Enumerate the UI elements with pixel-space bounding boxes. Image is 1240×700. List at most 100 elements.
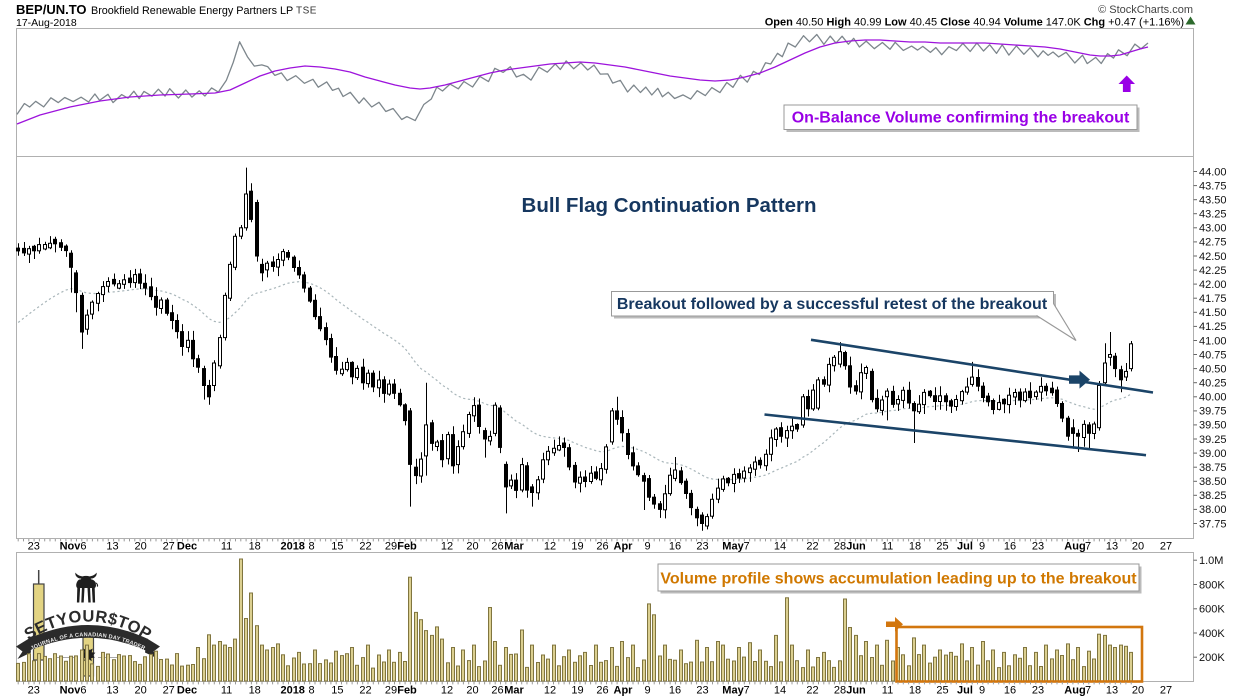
svg-text:28: 28 (834, 685, 846, 697)
svg-text:Jun: Jun (846, 541, 866, 553)
svg-text:7: 7 (743, 541, 749, 553)
svg-text:Breakout followed by a success: Breakout followed by a successful retest… (617, 296, 1048, 313)
svg-text:26: 26 (596, 541, 608, 553)
svg-text:42.25: 42.25 (1199, 265, 1227, 277)
svg-text:7: 7 (1085, 685, 1091, 697)
svg-text:27: 27 (163, 685, 175, 697)
svg-text:9: 9 (979, 541, 985, 553)
svg-text:38.00: 38.00 (1199, 504, 1227, 516)
svg-text:26: 26 (596, 685, 608, 697)
svg-text:23: 23 (696, 541, 708, 553)
svg-text:18: 18 (909, 685, 921, 697)
svg-text:Brookfield Renewable Energy Pa: Brookfield Renewable Energy Partners LP (91, 5, 293, 17)
svg-text:22: 22 (806, 541, 818, 553)
svg-text:43.50: 43.50 (1199, 195, 1227, 207)
svg-text:41.25: 41.25 (1199, 321, 1227, 333)
svg-text:Bull Flag Continuation Pattern: Bull Flag Continuation Pattern (522, 194, 817, 217)
svg-text:23: 23 (696, 685, 708, 697)
svg-text:26: 26 (491, 685, 503, 697)
svg-text:25: 25 (936, 685, 948, 697)
svg-text:6: 6 (80, 685, 86, 697)
svg-text:28: 28 (834, 541, 846, 553)
svg-text:Dec: Dec (177, 685, 197, 697)
svg-text:18: 18 (249, 541, 261, 553)
svg-text:11: 11 (882, 685, 893, 697)
svg-text:39.25: 39.25 (1199, 434, 1227, 446)
svg-text:Feb: Feb (397, 541, 417, 553)
svg-text:18: 18 (249, 685, 261, 697)
svg-text:43.75: 43.75 (1199, 180, 1227, 192)
svg-text:Feb: Feb (397, 685, 417, 697)
svg-text:13: 13 (106, 541, 118, 553)
svg-text:20: 20 (134, 685, 146, 697)
svg-text:12: 12 (441, 541, 453, 553)
svg-text:40.25: 40.25 (1199, 378, 1227, 390)
svg-text:Jul: Jul (957, 541, 973, 553)
svg-text:15: 15 (331, 541, 343, 553)
svg-text:14: 14 (774, 685, 786, 697)
svg-text:9: 9 (644, 685, 650, 697)
svg-text:41.50: 41.50 (1199, 307, 1227, 319)
svg-text:600K: 600K (1199, 604, 1225, 616)
svg-text:29: 29 (385, 541, 397, 553)
svg-text:2018: 2018 (280, 541, 304, 553)
svg-text:22: 22 (359, 541, 371, 553)
svg-text:38.75: 38.75 (1199, 462, 1227, 474)
svg-text:43.00: 43.00 (1199, 223, 1227, 235)
svg-text:25: 25 (936, 541, 948, 553)
svg-text:29: 29 (385, 685, 397, 697)
svg-text:6: 6 (80, 541, 86, 553)
svg-text:23: 23 (28, 541, 40, 553)
svg-text:1.0M: 1.0M (1199, 555, 1223, 567)
svg-text:May: May (722, 685, 744, 697)
svg-text:Jul: Jul (957, 685, 973, 697)
svg-text:42.50: 42.50 (1199, 251, 1227, 263)
svg-text:19: 19 (571, 541, 583, 553)
svg-text:8: 8 (309, 541, 315, 553)
svg-text:© StockCharts.com: © StockCharts.com (1098, 4, 1193, 16)
svg-text:27: 27 (1160, 541, 1172, 553)
svg-text:20: 20 (466, 685, 478, 697)
svg-text:16: 16 (669, 685, 681, 697)
svg-text:43.25: 43.25 (1199, 209, 1227, 221)
svg-text:7: 7 (1085, 541, 1091, 553)
svg-text:16: 16 (1004, 685, 1016, 697)
svg-text:23: 23 (1032, 685, 1044, 697)
svg-text:13: 13 (1106, 685, 1118, 697)
svg-text:Jun: Jun (846, 685, 866, 697)
svg-text:9: 9 (644, 541, 650, 553)
svg-text:Nov: Nov (60, 541, 82, 553)
svg-text:11: 11 (221, 685, 232, 697)
svg-text:BEP/UN.TO: BEP/UN.TO (16, 2, 87, 17)
svg-text:42.75: 42.75 (1199, 237, 1227, 249)
svg-text:7: 7 (743, 685, 749, 697)
svg-text:39.00: 39.00 (1199, 448, 1227, 460)
svg-text:38.50: 38.50 (1199, 476, 1227, 488)
svg-text:26: 26 (491, 541, 503, 553)
svg-text:42.00: 42.00 (1199, 279, 1227, 291)
svg-text:40.00: 40.00 (1199, 392, 1227, 404)
svg-text:41.75: 41.75 (1199, 293, 1227, 305)
svg-text:12: 12 (441, 685, 453, 697)
svg-text:11: 11 (221, 541, 232, 553)
svg-text:12: 12 (544, 685, 556, 697)
svg-text:23: 23 (28, 685, 40, 697)
svg-text:37.75: 37.75 (1199, 518, 1227, 530)
svg-text:16: 16 (1004, 541, 1016, 553)
svg-text:12: 12 (544, 541, 556, 553)
svg-text:2018: 2018 (280, 685, 304, 697)
svg-text:Apr: Apr (614, 685, 634, 697)
svg-text:9: 9 (979, 685, 985, 697)
svg-text:39.50: 39.50 (1199, 420, 1227, 432)
svg-text:22: 22 (359, 685, 371, 697)
svg-text:Dec: Dec (177, 541, 197, 553)
svg-text:TSE: TSE (296, 6, 317, 17)
svg-text:27: 27 (1160, 685, 1172, 697)
svg-text:Open 40.50 High 40.99 Low 40.4: Open 40.50 High 40.99 Low 40.45 Close 40… (765, 17, 1184, 29)
svg-text:27: 27 (163, 541, 175, 553)
svg-text:20: 20 (466, 541, 478, 553)
svg-text:20: 20 (1132, 685, 1144, 697)
svg-text:13: 13 (1106, 541, 1118, 553)
svg-text:Aug: Aug (1064, 541, 1085, 553)
svg-text:Volume profile shows accumulat: Volume profile shows accumulation leadin… (660, 571, 1137, 588)
